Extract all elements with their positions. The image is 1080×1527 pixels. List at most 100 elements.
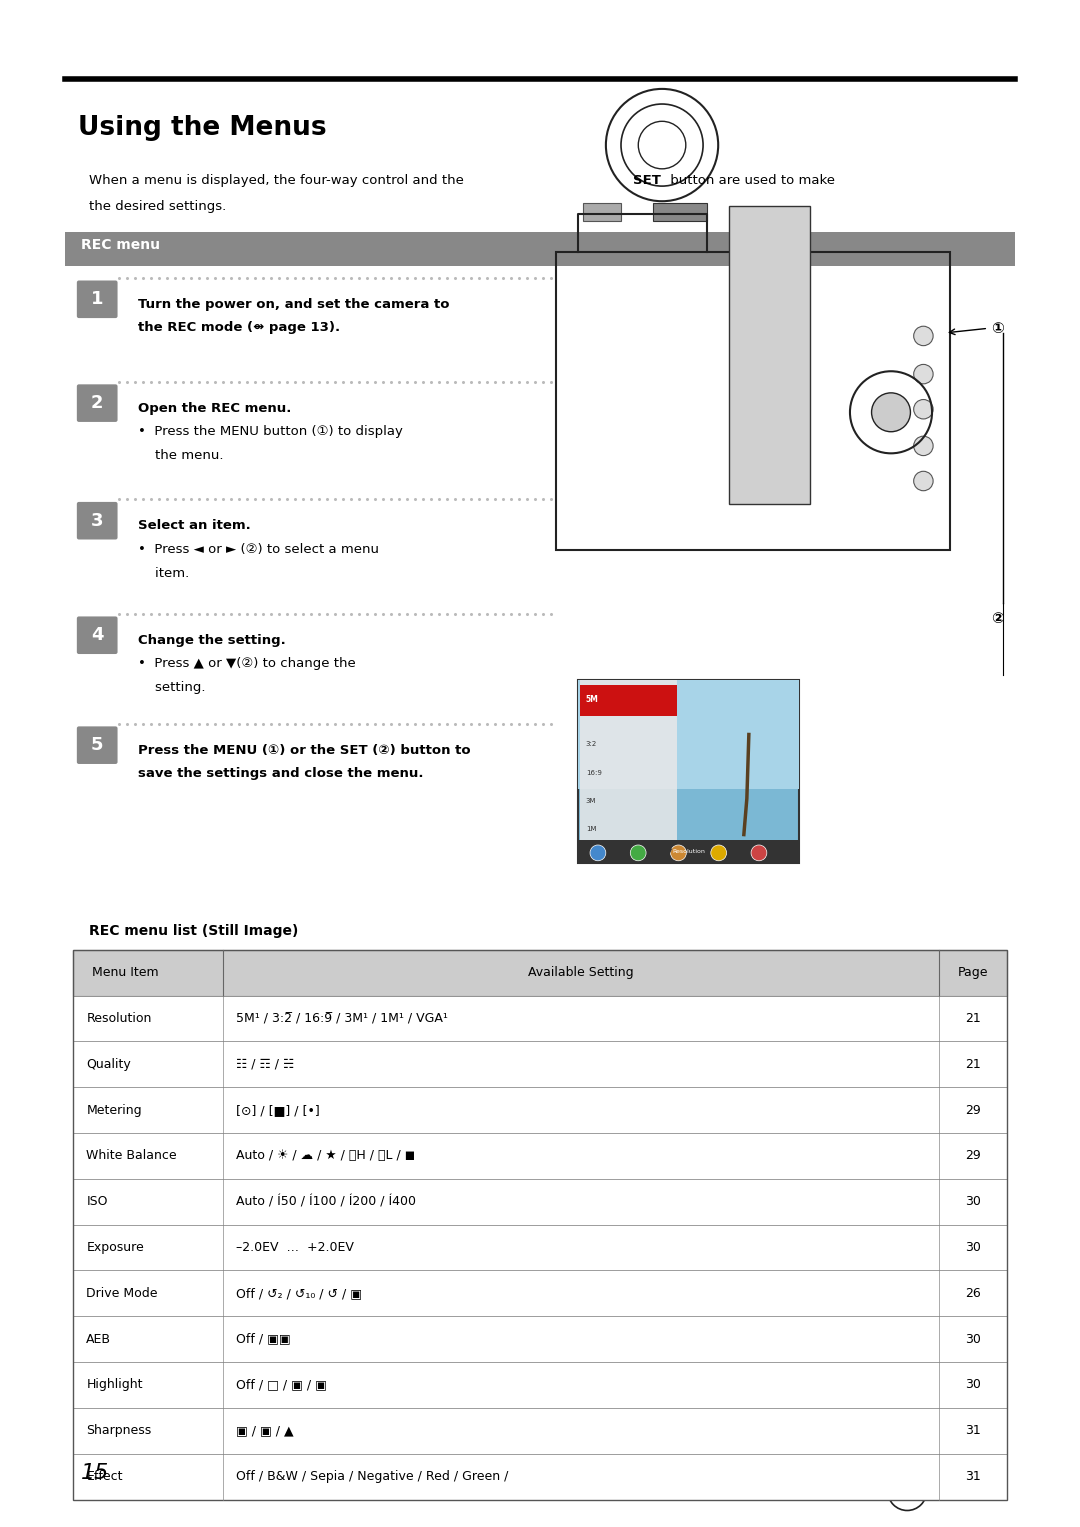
Text: Drive Mode: Drive Mode bbox=[86, 1287, 158, 1299]
Text: Off / □ / ▣ / ▣: Off / □ / ▣ / ▣ bbox=[235, 1379, 326, 1391]
Text: Resolution: Resolution bbox=[672, 849, 705, 854]
Text: 1M: 1M bbox=[585, 826, 596, 832]
Text: 5M: 5M bbox=[585, 695, 598, 704]
Circle shape bbox=[914, 365, 933, 383]
FancyBboxPatch shape bbox=[77, 385, 118, 421]
Text: Turn the power on, and set the camera to: Turn the power on, and set the camera to bbox=[138, 298, 449, 312]
Bar bbox=[583, 203, 621, 221]
Bar bbox=[73, 1133, 1007, 1179]
Text: ▣ / ▣ / ▲: ▣ / ▣ / ▲ bbox=[235, 1425, 294, 1437]
Text: 21: 21 bbox=[966, 1012, 981, 1025]
Text: 31: 31 bbox=[966, 1471, 981, 1483]
Text: •  Press ▲ or ▼(②) to change the: • Press ▲ or ▼(②) to change the bbox=[138, 657, 356, 670]
Bar bbox=[653, 203, 707, 221]
Text: 1: 1 bbox=[91, 290, 104, 308]
Text: Highlight: Highlight bbox=[86, 1379, 143, 1391]
Bar bbox=[578, 840, 799, 863]
Text: Menu Item: Menu Item bbox=[93, 967, 159, 979]
Circle shape bbox=[590, 844, 606, 861]
Text: ISO: ISO bbox=[86, 1196, 108, 1208]
Text: –2.0EV  …  +2.0EV: –2.0EV … +2.0EV bbox=[235, 1241, 353, 1254]
Bar bbox=[73, 950, 1007, 996]
Text: save the settings and close the menu.: save the settings and close the menu. bbox=[138, 767, 423, 780]
Text: setting.: setting. bbox=[138, 681, 205, 695]
Bar bbox=[73, 1408, 1007, 1454]
Text: 4: 4 bbox=[91, 626, 104, 644]
Bar bbox=[578, 680, 799, 863]
Text: Press the MENU (①) or the SET (②) button to: Press the MENU (①) or the SET (②) button… bbox=[138, 744, 471, 757]
Bar bbox=[73, 1270, 1007, 1316]
Text: REC menu: REC menu bbox=[81, 238, 160, 252]
Bar bbox=[556, 252, 950, 550]
Text: 2: 2 bbox=[91, 394, 104, 412]
Text: Exposure: Exposure bbox=[86, 1241, 144, 1254]
Text: 30: 30 bbox=[966, 1241, 981, 1254]
Text: button are used to make: button are used to make bbox=[666, 174, 835, 188]
Bar bbox=[73, 1041, 1007, 1087]
Text: 30: 30 bbox=[966, 1196, 981, 1208]
Bar bbox=[73, 1362, 1007, 1408]
Bar bbox=[73, 950, 1007, 1500]
Text: ▼: ▼ bbox=[667, 849, 673, 855]
Text: ①: ① bbox=[991, 321, 1004, 336]
Text: •  Press the MENU button (①) to display: • Press the MENU button (①) to display bbox=[138, 425, 403, 438]
Text: Metering: Metering bbox=[86, 1104, 143, 1116]
Text: 3M: 3M bbox=[585, 797, 596, 803]
Bar bbox=[580, 680, 677, 863]
Bar bbox=[580, 686, 677, 716]
Circle shape bbox=[631, 844, 646, 861]
FancyBboxPatch shape bbox=[77, 727, 118, 764]
Text: item.: item. bbox=[138, 567, 189, 580]
Bar bbox=[73, 1179, 1007, 1225]
Circle shape bbox=[914, 437, 933, 455]
Text: Off / B&W / Sepia / Negative / Red / Green /: Off / B&W / Sepia / Negative / Red / Gre… bbox=[235, 1471, 508, 1483]
Bar bbox=[65, 232, 1015, 266]
Circle shape bbox=[914, 327, 933, 345]
Text: 15: 15 bbox=[81, 1463, 109, 1483]
FancyBboxPatch shape bbox=[77, 281, 118, 318]
Text: Sharpness: Sharpness bbox=[86, 1425, 151, 1437]
Text: ②: ② bbox=[991, 611, 1004, 626]
Text: Auto / Í50 / Í100 / Í200 / Í400: Auto / Í50 / Í100 / Í200 / Í400 bbox=[235, 1196, 416, 1208]
Text: 5M¹ / 3:2̅ / 16:9̅ / 3M¹ / 1M¹ / VGA¹: 5M¹ / 3:2̅ / 16:9̅ / 3M¹ / 1M¹ / VGA¹ bbox=[235, 1012, 447, 1025]
Text: 3:2: 3:2 bbox=[585, 741, 597, 747]
FancyBboxPatch shape bbox=[77, 502, 118, 539]
Text: 30: 30 bbox=[966, 1379, 981, 1391]
Circle shape bbox=[914, 472, 933, 490]
Bar bbox=[73, 1454, 1007, 1500]
Bar bbox=[578, 680, 799, 789]
Bar bbox=[73, 1087, 1007, 1133]
Text: 30: 30 bbox=[966, 1333, 981, 1345]
Circle shape bbox=[914, 400, 933, 418]
Text: •  Press ◄ or ► (②) to select a menu: • Press ◄ or ► (②) to select a menu bbox=[138, 544, 379, 556]
Text: REC menu list (Still Image): REC menu list (Still Image) bbox=[89, 924, 298, 938]
Circle shape bbox=[711, 844, 727, 861]
Text: Off / ↺₂ / ↺₁₀ / ↺ / ▣: Off / ↺₂ / ↺₁₀ / ↺ / ▣ bbox=[235, 1287, 362, 1299]
Bar bbox=[73, 1225, 1007, 1270]
Text: 16:9: 16:9 bbox=[585, 770, 602, 776]
Text: the REC mode (⇴ page 13).: the REC mode (⇴ page 13). bbox=[138, 322, 340, 334]
Text: [⊙] / [■] / [•]: [⊙] / [■] / [•] bbox=[235, 1104, 320, 1116]
Text: 31: 31 bbox=[966, 1425, 981, 1437]
Bar bbox=[729, 206, 810, 504]
Circle shape bbox=[751, 844, 767, 861]
FancyBboxPatch shape bbox=[77, 617, 118, 654]
Circle shape bbox=[872, 392, 910, 432]
Text: 26: 26 bbox=[966, 1287, 981, 1299]
Text: 29: 29 bbox=[966, 1104, 981, 1116]
Text: 29: 29 bbox=[966, 1150, 981, 1162]
Text: Using the Menus: Using the Menus bbox=[78, 115, 326, 140]
Text: 21: 21 bbox=[966, 1058, 981, 1070]
Text: the menu.: the menu. bbox=[138, 449, 224, 463]
Text: Available Setting: Available Setting bbox=[528, 967, 634, 979]
Text: Resolution: Resolution bbox=[86, 1012, 152, 1025]
Text: the desired settings.: the desired settings. bbox=[89, 200, 226, 214]
Text: Quality: Quality bbox=[86, 1058, 131, 1070]
Text: ☷ / ☶ / ☵: ☷ / ☶ / ☵ bbox=[235, 1058, 294, 1070]
Text: White Balance: White Balance bbox=[86, 1150, 177, 1162]
Text: Open the REC menu.: Open the REC menu. bbox=[138, 402, 292, 415]
Bar bbox=[578, 840, 799, 863]
Text: Page: Page bbox=[958, 967, 988, 979]
Text: SET: SET bbox=[633, 174, 661, 188]
Text: Off / ▣▣: Off / ▣▣ bbox=[235, 1333, 291, 1345]
